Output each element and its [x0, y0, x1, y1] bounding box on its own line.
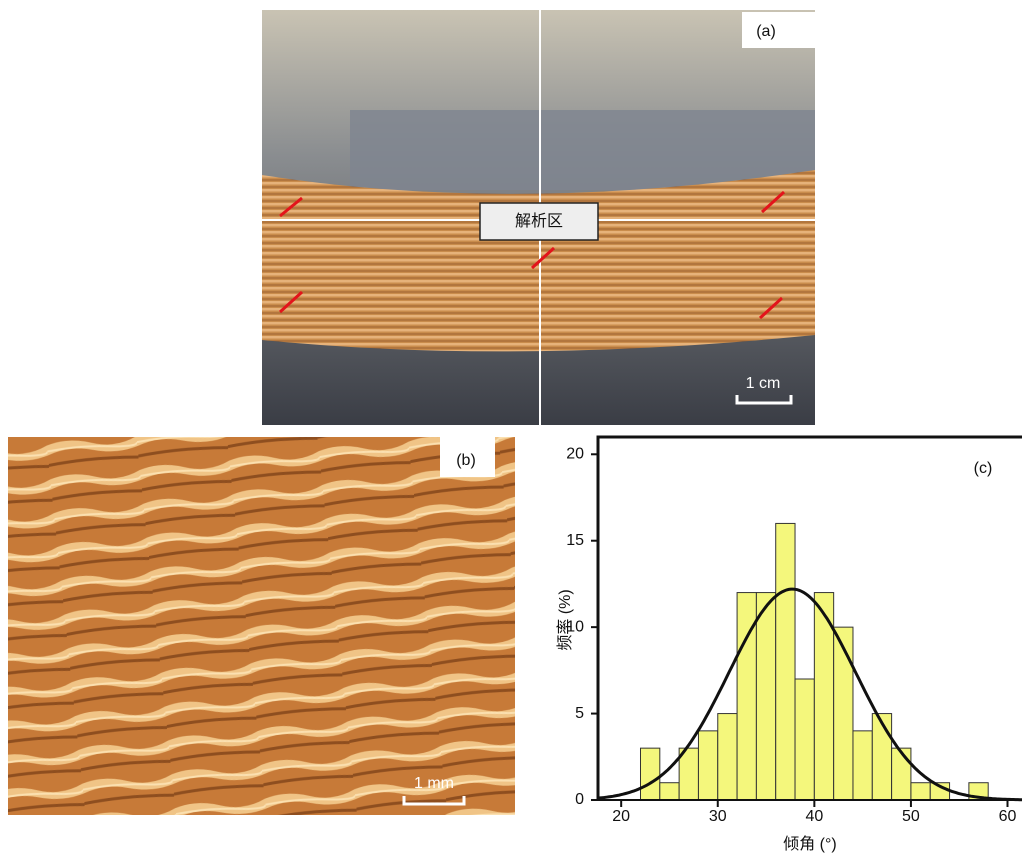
x-tick-label: 50	[902, 808, 920, 825]
bar	[660, 783, 679, 800]
rock-slab	[350, 110, 815, 190]
x-tick-label: 40	[805, 808, 823, 825]
page: (a) 解析区 1 cm (b) 1 mm (c) 倾角 (°) 频率 (%) …	[0, 0, 1022, 856]
scale-label: 1 mm	[414, 775, 454, 792]
photo-background	[8, 437, 515, 815]
region-label: 解析区	[515, 212, 563, 230]
scale-label: 1 cm	[746, 375, 781, 392]
y-tick-label: 5	[575, 705, 584, 722]
photo-a: (a) 解析区 1 cm	[262, 10, 815, 425]
x-tick-label: 20	[612, 808, 630, 825]
y-tick-label: 10	[566, 618, 584, 635]
photo-b: (b) 1 mm	[8, 437, 515, 815]
bar	[698, 731, 717, 800]
panel-label: (a)	[756, 23, 776, 40]
y-tick-label: 0	[575, 791, 584, 808]
x-tick-label: 30	[709, 808, 727, 825]
label-box	[742, 12, 815, 48]
bar	[756, 593, 775, 800]
bar	[640, 748, 659, 800]
bar	[795, 679, 814, 800]
x-axis-label: 倾角 (°)	[783, 835, 837, 853]
panel-label: (b)	[456, 452, 476, 469]
bar	[892, 748, 911, 800]
bar	[834, 627, 853, 800]
bar	[911, 783, 930, 800]
y-tick-label: 20	[566, 446, 584, 463]
figure: (a) 解析区 1 cm (b) 1 mm (c) 倾角 (°) 频率 (%) …	[0, 0, 1022, 856]
bar	[776, 523, 795, 800]
x-tick-label: 60	[999, 808, 1017, 825]
bar	[853, 731, 872, 800]
panel-label: (c)	[974, 460, 993, 477]
y-tick-label: 15	[566, 532, 584, 549]
bar	[872, 714, 891, 800]
bar	[718, 714, 737, 800]
